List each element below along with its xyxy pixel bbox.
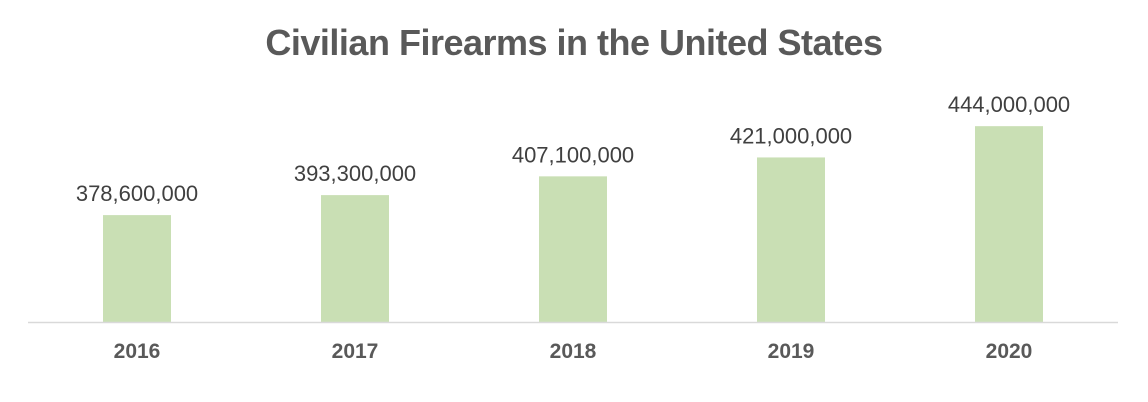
data-label-2017: 393,300,000 <box>294 161 416 186</box>
labels-layer: 378,600,000 393,300,000 407,100,000 421,000… <box>76 92 1070 206</box>
x-tick-label-2017: 2017 <box>332 340 379 363</box>
bars-layer <box>103 126 1043 322</box>
data-label-2016: 378,600,000 <box>76 181 198 206</box>
ticks-layer: 2016 2017 2018 2019 2020 <box>114 340 1033 363</box>
data-label-2020: 444,000,000 <box>948 92 1070 117</box>
bar-2018 <box>539 176 607 322</box>
bar-2016 <box>103 215 171 322</box>
bar-2019 <box>757 157 825 322</box>
bar-2017 <box>321 195 389 322</box>
bar-2020 <box>975 126 1043 322</box>
x-tick-label-2018: 2018 <box>550 340 597 363</box>
chart-title: Civilian Firearms in the United States <box>265 22 883 63</box>
x-tick-label-2020: 2020 <box>986 340 1033 363</box>
x-tick-label-2016: 2016 <box>114 340 161 363</box>
data-label-2018: 407,100,000 <box>512 142 634 167</box>
data-label-2019: 421,000,000 <box>730 123 852 148</box>
x-tick-label-2019: 2019 <box>768 340 815 363</box>
